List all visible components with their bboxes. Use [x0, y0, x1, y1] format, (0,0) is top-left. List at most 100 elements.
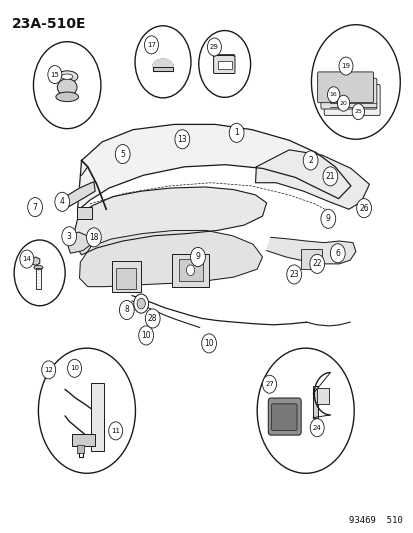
Text: 26: 26: [358, 204, 368, 213]
Circle shape: [62, 227, 76, 246]
Circle shape: [229, 123, 243, 142]
Ellipse shape: [57, 79, 77, 96]
Text: 93469  510: 93469 510: [348, 516, 401, 525]
Text: 17: 17: [147, 42, 156, 48]
FancyBboxPatch shape: [320, 78, 376, 109]
Text: 10: 10: [70, 365, 79, 372]
Circle shape: [145, 309, 160, 328]
Circle shape: [356, 199, 370, 217]
Circle shape: [28, 198, 43, 216]
Text: 22: 22: [312, 260, 321, 268]
Circle shape: [338, 57, 352, 75]
Text: 2: 2: [308, 156, 312, 165]
Text: 16: 16: [329, 92, 337, 97]
Text: 21: 21: [325, 172, 334, 181]
Circle shape: [186, 265, 194, 276]
Bar: [172, 254, 209, 287]
Circle shape: [302, 151, 317, 170]
Circle shape: [351, 104, 363, 119]
Polygon shape: [62, 182, 95, 207]
Circle shape: [115, 144, 130, 164]
Circle shape: [48, 66, 62, 84]
Circle shape: [311, 25, 399, 139]
Circle shape: [286, 265, 301, 284]
Text: 10: 10: [204, 339, 214, 348]
Text: 9: 9: [325, 214, 330, 223]
Circle shape: [14, 240, 65, 306]
Circle shape: [190, 247, 205, 266]
Circle shape: [327, 87, 339, 103]
Ellipse shape: [34, 265, 43, 270]
Polygon shape: [255, 150, 368, 209]
Polygon shape: [72, 187, 266, 255]
Text: 20: 20: [339, 101, 347, 106]
Circle shape: [201, 334, 216, 353]
Circle shape: [109, 422, 122, 440]
Bar: [217, 61, 231, 69]
Bar: [316, 389, 328, 405]
Text: 3: 3: [66, 232, 71, 241]
Circle shape: [55, 192, 69, 212]
Circle shape: [144, 36, 158, 54]
FancyBboxPatch shape: [271, 404, 297, 430]
Text: 24: 24: [312, 425, 321, 431]
Text: 15: 15: [50, 71, 59, 78]
Text: 19: 19: [341, 63, 350, 69]
Text: 8: 8: [124, 305, 129, 314]
Bar: [112, 261, 141, 292]
Circle shape: [67, 359, 81, 377]
Text: 27: 27: [264, 381, 273, 387]
Circle shape: [337, 95, 349, 111]
Bar: [72, 434, 95, 446]
Text: 9: 9: [195, 253, 200, 262]
Circle shape: [20, 250, 34, 268]
Text: 29: 29: [209, 44, 218, 50]
Polygon shape: [31, 257, 40, 265]
Circle shape: [33, 42, 101, 128]
Circle shape: [262, 375, 276, 393]
FancyBboxPatch shape: [323, 85, 379, 115]
FancyBboxPatch shape: [213, 55, 235, 74]
Bar: [178, 259, 202, 281]
Bar: [36, 268, 41, 289]
Text: 13: 13: [177, 135, 187, 144]
Circle shape: [86, 228, 101, 247]
Text: 23: 23: [289, 270, 298, 279]
Text: 11: 11: [111, 428, 120, 434]
Bar: [91, 383, 104, 451]
Circle shape: [133, 294, 148, 313]
Polygon shape: [152, 59, 173, 67]
Circle shape: [42, 361, 55, 379]
Circle shape: [198, 30, 250, 98]
Text: 14: 14: [22, 256, 31, 262]
Circle shape: [137, 298, 145, 309]
Circle shape: [38, 348, 135, 473]
Ellipse shape: [61, 74, 73, 79]
Circle shape: [175, 130, 189, 149]
Ellipse shape: [56, 71, 78, 83]
Text: 1: 1: [234, 128, 238, 138]
Text: 12: 12: [44, 367, 53, 373]
Text: 23A-510E: 23A-510E: [12, 17, 86, 31]
Circle shape: [309, 419, 323, 437]
Circle shape: [119, 301, 134, 319]
FancyBboxPatch shape: [268, 398, 300, 435]
Text: 28: 28: [147, 314, 157, 323]
Circle shape: [135, 26, 190, 98]
Text: 6: 6: [335, 249, 339, 258]
Text: 18: 18: [89, 233, 98, 242]
Circle shape: [207, 38, 221, 56]
FancyBboxPatch shape: [317, 72, 373, 103]
Polygon shape: [65, 232, 90, 253]
Polygon shape: [77, 124, 350, 211]
Bar: [77, 207, 92, 219]
Circle shape: [138, 326, 153, 345]
Polygon shape: [266, 237, 355, 264]
Polygon shape: [79, 230, 262, 287]
Text: 4: 4: [59, 197, 64, 206]
Text: 7: 7: [33, 203, 38, 212]
Bar: [77, 445, 83, 453]
Circle shape: [322, 167, 337, 186]
Ellipse shape: [56, 92, 78, 102]
Circle shape: [309, 254, 324, 273]
